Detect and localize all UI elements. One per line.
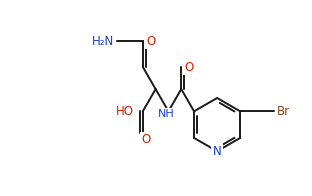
Text: O: O xyxy=(141,133,150,146)
Text: Br: Br xyxy=(277,105,290,118)
Text: O: O xyxy=(184,61,194,74)
Text: H₂N: H₂N xyxy=(92,35,115,48)
Text: NH: NH xyxy=(158,109,175,119)
Text: HO: HO xyxy=(116,105,134,118)
Text: O: O xyxy=(146,35,155,48)
Text: N: N xyxy=(213,145,222,158)
